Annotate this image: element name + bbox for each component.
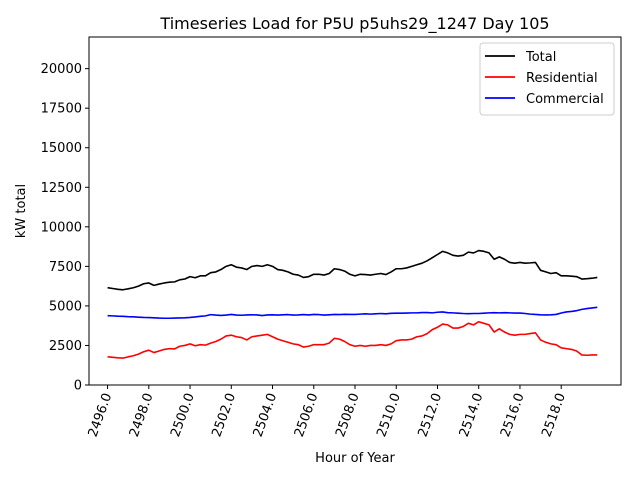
y-tick-label: 0 [74, 379, 82, 394]
y-tick-label: 17500 [41, 102, 82, 117]
legend-label-commercial: Commercial [526, 92, 604, 107]
chart-title: Timeseries Load for P5U p5uhs29_1247 Day… [159, 14, 549, 34]
y-tick-label: 20000 [41, 62, 82, 77]
series-line-total [107, 249, 598, 291]
legend-label-total: Total [525, 50, 556, 65]
y-tick-label: 10000 [41, 220, 82, 235]
y-tick-label: 15000 [41, 141, 82, 156]
y-axis: 0 2500 5000 7500 10000 12500 15000 17500 20000 [41, 62, 89, 394]
legend-box [479, 42, 615, 116]
series-line-commercial [107, 306, 598, 320]
y-tick-label: 12500 [41, 181, 82, 196]
y-tick-label: 2500 [49, 339, 82, 354]
y-tick-label: 7500 [49, 260, 82, 275]
series-line-residential [107, 320, 598, 359]
x-axis-title: Hour of Year [315, 451, 395, 466]
series-layer [107, 249, 598, 359]
legend-label-residential: Residential [526, 71, 598, 86]
y-axis-title: kW total [14, 184, 29, 238]
legend: Total Residential Commercial [479, 42, 615, 116]
y-tick-label: 5000 [49, 299, 82, 314]
